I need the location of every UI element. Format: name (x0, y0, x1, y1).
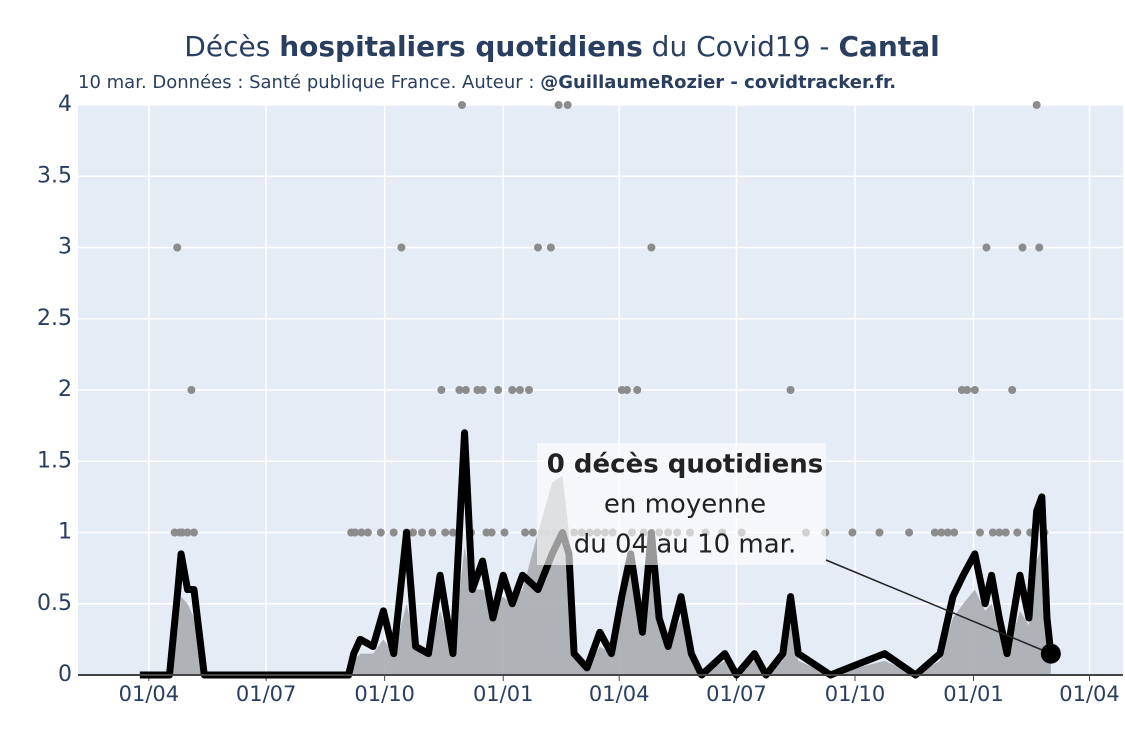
point (389, 528, 398, 537)
point (528, 528, 537, 537)
y-tick-label: 2.5 (37, 306, 72, 331)
subtitle-part: 10 mar. Données : Santé publique France.… (78, 72, 540, 93)
chart-title: Décès hospitaliers quotidiens du Covid19… (184, 30, 939, 63)
point (524, 386, 533, 394)
point (363, 528, 372, 537)
point (930, 528, 939, 537)
point (1032, 101, 1041, 109)
point (500, 528, 509, 537)
point (1001, 528, 1010, 537)
point (418, 528, 427, 537)
point (173, 243, 182, 252)
point (982, 243, 991, 252)
point (988, 528, 997, 537)
point (441, 528, 450, 537)
x-tick-label: 01/10 (354, 682, 415, 706)
point (376, 528, 385, 537)
y-tick-label: 0.5 (37, 591, 72, 616)
x-tick-label: 01/10 (825, 682, 886, 706)
point (937, 528, 946, 537)
point (487, 528, 496, 537)
y-tick-label: 1.5 (37, 448, 72, 473)
point (508, 386, 517, 394)
y-tick-label: 4 (58, 92, 72, 117)
x-tick-label: 01/04 (119, 682, 180, 706)
point (428, 528, 437, 537)
point (457, 101, 466, 109)
point (943, 528, 952, 537)
point (397, 243, 406, 252)
point (546, 243, 555, 252)
annotation-box (537, 443, 826, 565)
point (970, 386, 979, 394)
annotation-text: du 04 au 10 mar. (574, 530, 796, 560)
point (647, 243, 656, 252)
point (963, 386, 972, 394)
title-part: hospitaliers quotidiens (279, 30, 643, 63)
point (534, 243, 543, 252)
x-tick-label: 01/04 (589, 682, 650, 706)
area (139, 475, 1051, 675)
point (494, 386, 503, 394)
x-tick-label: 01/01 (943, 682, 1004, 706)
point (786, 386, 795, 394)
chart-subtitle: 10 mar. Données : Santé publique France.… (78, 72, 896, 93)
title-part: Décès (184, 30, 279, 63)
point (437, 386, 446, 394)
point (1008, 386, 1017, 394)
point (351, 528, 360, 537)
title-part: Cantal (838, 30, 939, 63)
x-tick-label: 01/01 (473, 682, 534, 706)
x-tick-label: 01/04 (1059, 682, 1120, 706)
y-tick-label: 2 (58, 377, 72, 402)
point (995, 528, 1004, 537)
point (1013, 528, 1022, 537)
point (1035, 243, 1044, 252)
title-part: du Covid19 - (643, 30, 839, 63)
point (183, 528, 192, 537)
annotation-text: 0 décès quotidiens (547, 450, 823, 480)
point (633, 386, 642, 394)
point (563, 101, 572, 109)
point (622, 386, 631, 394)
y-tick-label: 1 (58, 520, 72, 545)
subtitle-part: @GuillaumeRozier - covidtracker.fr. (540, 72, 896, 93)
point (189, 528, 198, 537)
point (461, 386, 470, 394)
point (1018, 243, 1027, 252)
y-tick-label: 0 (58, 662, 72, 687)
point (448, 528, 457, 537)
point (875, 528, 884, 537)
annotation-text: en moyenne (604, 490, 766, 520)
y-tick-label: 3.5 (37, 163, 72, 188)
point (187, 386, 196, 394)
point (515, 386, 524, 394)
x-tick-label: 01/07 (706, 682, 767, 706)
line (139, 429, 1055, 679)
point (554, 101, 563, 109)
x-tick-label: 01/07 (236, 682, 297, 706)
point (478, 386, 487, 394)
point (357, 528, 366, 537)
point (521, 528, 530, 537)
point (905, 528, 914, 537)
point (848, 528, 857, 537)
last-point (1040, 643, 1061, 664)
point (950, 528, 959, 537)
point (455, 386, 464, 394)
point (409, 528, 418, 537)
annotation-arrow (825, 559, 1052, 655)
point (975, 528, 984, 537)
y-tick-label: 3 (58, 235, 72, 260)
